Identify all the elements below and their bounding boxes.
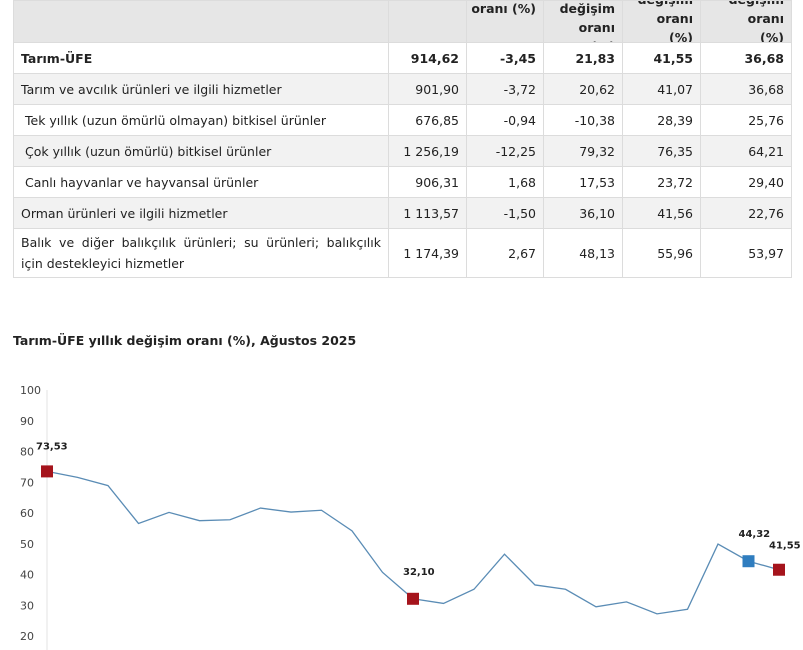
data-table: oranı (%) değişim oranı (%) değişim oran… bbox=[13, 0, 792, 278]
value-cell: 906,31 bbox=[388, 166, 467, 198]
table-row: Tek yıllık (uzun ömürlü olmayan) bitkise… bbox=[13, 104, 792, 136]
table-row: Çok yıllık (uzun ömürlü) bitkisel ürünle… bbox=[13, 135, 792, 167]
table-row: Tarım-ÜFE 914,62 -3,45 21,83 41,55 36,68 bbox=[13, 42, 792, 74]
value-cell: 1 113,57 bbox=[388, 197, 467, 229]
y-tick-label: 40 bbox=[20, 569, 34, 582]
value-cell: 36,68 bbox=[700, 73, 792, 105]
row-label: Tek yıllık (uzun ömürlü olmayan) bitkise… bbox=[13, 104, 389, 136]
value-cell: 64,21 bbox=[700, 135, 792, 167]
value-cell: 41,56 bbox=[622, 197, 701, 229]
value-cell: 29,40 bbox=[700, 166, 792, 198]
y-tick-label: 80 bbox=[20, 446, 34, 459]
y-tick-label: 60 bbox=[20, 507, 34, 520]
value-cell: 23,72 bbox=[622, 166, 701, 198]
highlight-marker bbox=[41, 465, 53, 478]
value-cell: 2,67 bbox=[466, 228, 544, 278]
y-tick-label: 100 bbox=[20, 384, 41, 397]
header-cell bbox=[388, 0, 467, 43]
value-cell: 901,90 bbox=[388, 73, 467, 105]
row-label: Çok yıllık (uzun ömürlü) bitkisel ürünle… bbox=[13, 135, 389, 167]
table-row: Orman ürünleri ve ilgili hizmetler 1 113,… bbox=[13, 197, 792, 229]
value-cell: 41,55 bbox=[622, 42, 701, 74]
highlight-marker bbox=[742, 555, 755, 568]
header-cell: oranı (%) bbox=[466, 0, 544, 43]
value-cell: 79,32 bbox=[543, 135, 623, 167]
table-row: Balık ve diğer balıkçılık ürünleri; su ü… bbox=[13, 228, 792, 278]
value-cell: 1,68 bbox=[466, 166, 544, 198]
y-tick-label: 20 bbox=[20, 630, 34, 643]
table-row: Canlı hayvanlar ve hayvansal ürünler 906,… bbox=[13, 166, 792, 198]
data-label: 73,53 bbox=[36, 441, 68, 452]
highlight-marker bbox=[773, 563, 785, 576]
value-cell: 21,83 bbox=[543, 42, 623, 74]
table-header-row: oranı (%) değişim oranı (%) değişim oran… bbox=[13, 0, 792, 43]
value-cell: 36,10 bbox=[543, 197, 623, 229]
value-cell: 914,62 bbox=[388, 42, 467, 74]
value-cell: 28,39 bbox=[622, 104, 701, 136]
value-cell: 1 256,19 bbox=[388, 135, 467, 167]
value-cell: 22,76 bbox=[700, 197, 792, 229]
value-cell: 55,96 bbox=[622, 228, 701, 278]
value-cell: 1 174,39 bbox=[388, 228, 467, 278]
data-label: 44,32 bbox=[739, 529, 771, 540]
value-cell: -1,50 bbox=[466, 197, 544, 229]
header-cell: değişim oranı (%) bbox=[700, 0, 792, 43]
value-cell: 41,07 bbox=[622, 73, 701, 105]
header-cell: değişim oranı (%) bbox=[543, 0, 623, 43]
value-cell: 76,35 bbox=[622, 135, 701, 167]
highlight-marker bbox=[407, 592, 419, 605]
value-cell: 25,76 bbox=[700, 104, 792, 136]
value-cell: 36,68 bbox=[700, 42, 792, 74]
value-cell: 48,13 bbox=[543, 228, 623, 278]
value-cell: -10,38 bbox=[543, 104, 623, 136]
header-cell: değişim oranı (%) bbox=[622, 0, 701, 43]
value-cell: -0,94 bbox=[466, 104, 544, 136]
value-cell: -3,45 bbox=[466, 42, 544, 74]
value-cell: 676,85 bbox=[388, 104, 467, 136]
header-cell bbox=[13, 0, 389, 43]
table-row: Tarım ve avcılık ürünleri ve ilgili hizm… bbox=[13, 73, 792, 105]
y-tick-label: 50 bbox=[20, 538, 34, 551]
value-cell: -3,72 bbox=[466, 73, 544, 105]
series-line bbox=[46, 470, 780, 615]
value-cell: 17,53 bbox=[543, 166, 623, 198]
row-label: Canlı hayvanlar ve hayvansal ürünler bbox=[13, 166, 389, 198]
y-tick-label: 30 bbox=[20, 599, 34, 612]
row-label: Tarım ve avcılık ürünleri ve ilgili hizm… bbox=[13, 73, 389, 105]
data-label: 32,10 bbox=[403, 567, 435, 578]
y-tick-label: 90 bbox=[20, 415, 34, 428]
value-cell: 20,62 bbox=[543, 73, 623, 105]
value-cell: -12,25 bbox=[466, 135, 544, 167]
value-cell: 53,97 bbox=[700, 228, 792, 278]
chart-title: Tarım-ÜFE yıllık değişim oranı (%), Ağus… bbox=[13, 333, 357, 348]
y-tick-label: 70 bbox=[20, 476, 34, 489]
row-label: Orman ürünleri ve ilgili hizmetler bbox=[13, 197, 389, 229]
data-label: 41,55 bbox=[769, 541, 801, 552]
row-label: Tarım-ÜFE bbox=[13, 42, 389, 74]
row-label: Balık ve diğer balıkçılık ürünleri; su ü… bbox=[13, 228, 389, 278]
